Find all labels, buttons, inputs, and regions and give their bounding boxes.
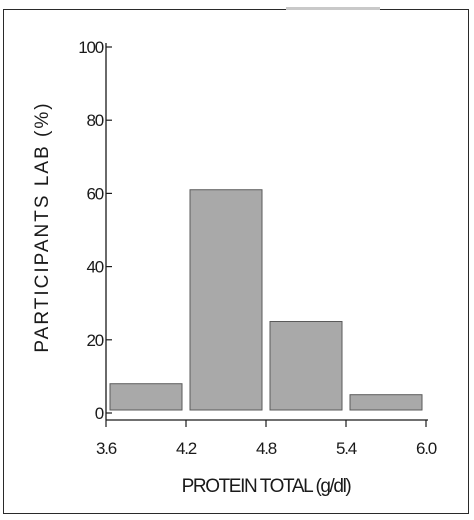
- y-tick-label: 100: [78, 38, 104, 57]
- y-tick-label: 60: [86, 184, 103, 203]
- x-axis-title: PROTEIN TOTAL (g/dl): [182, 476, 352, 497]
- x-tick-label: 3.6: [96, 439, 117, 458]
- y-tick-label: 40: [86, 258, 103, 277]
- y-tick-label: 80: [86, 111, 103, 130]
- y-tick-label: 20: [86, 331, 103, 350]
- x-tick-label: 6.0: [416, 439, 437, 458]
- bars-group: [109, 189, 423, 411]
- y-tick-label: 0: [95, 404, 104, 423]
- y-ticks-group: 0 20 40 60 80 100: [78, 38, 112, 423]
- histogram-bar: [109, 383, 183, 411]
- scan-artifact: [286, 7, 380, 10]
- x-tick-label: 4.2: [176, 439, 197, 458]
- histogram-bar: [189, 189, 263, 411]
- x-ticks-group: 3.6 4.2 4.8 5.4 6.0: [96, 420, 438, 458]
- histogram-bar: [269, 321, 343, 411]
- y-axis-title: PARTICIPANTS LAB (%): [32, 101, 53, 352]
- x-tick-label: 4.8: [256, 439, 277, 458]
- histogram-bar: [349, 394, 423, 411]
- axes-group: [105, 43, 428, 421]
- x-tick-label: 5.4: [336, 439, 357, 458]
